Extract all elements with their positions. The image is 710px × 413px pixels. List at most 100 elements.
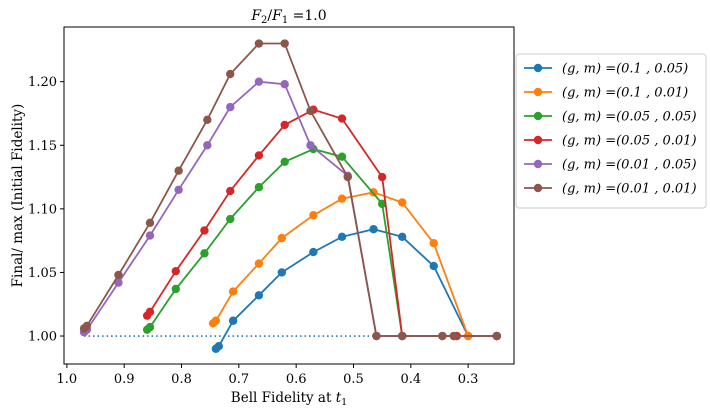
series-point — [145, 218, 155, 228]
series-point — [337, 232, 347, 242]
y-tick-label: 1.05 — [28, 266, 57, 281]
series-point — [398, 232, 407, 242]
x-tick-label: 0.8 — [171, 372, 192, 387]
axes-frame — [63, 26, 515, 365]
xlabel-main: Bell Fidelity at — [231, 390, 336, 406]
series-point — [280, 120, 289, 130]
series-point — [145, 307, 155, 317]
series-line — [83, 80, 497, 337]
series-point — [82, 321, 92, 331]
x-tick-label: 0.3 — [458, 372, 479, 387]
legend-label: (g, m) =(0.1 , 0.05) — [562, 62, 688, 77]
legend-box — [515, 53, 707, 209]
legend-swatch-marker — [533, 159, 543, 169]
series-point — [277, 268, 287, 277]
series-point — [254, 77, 264, 86]
series-point — [306, 106, 315, 116]
series-point — [171, 266, 180, 276]
series-point — [200, 226, 209, 235]
series-point — [438, 331, 447, 341]
y-tick-label: 1.10 — [28, 202, 57, 217]
title-f1: F — [271, 8, 283, 24]
y-tick-label: 1.15 — [28, 139, 57, 154]
legend-label: (g, m) =(0.01 , 0.01) — [562, 182, 697, 197]
series-point — [228, 287, 238, 296]
legend-label: (g, m) =(0.05 , 0.01) — [562, 134, 697, 149]
series-point — [171, 284, 180, 294]
series-line — [212, 191, 497, 337]
ticks: 1.0 0.9 0.8 0.7 0.6 0.5 0.4 0.3 1.00 1.05 1.10 1.15… — [28, 75, 478, 387]
legend-label: (g, m) =(0.05 , 0.05) — [562, 110, 697, 125]
series-point — [372, 331, 381, 341]
series-point — [254, 183, 264, 192]
x-tick-label: 1.0 — [57, 372, 78, 387]
series-point — [337, 152, 347, 161]
x-tick-label: 0.6 — [286, 372, 307, 387]
xlabel-t: t — [336, 390, 342, 406]
series-point — [203, 141, 212, 150]
series-point — [254, 259, 264, 268]
series-point — [492, 331, 502, 341]
title-rest: =1.0 — [288, 8, 326, 24]
series-point — [254, 39, 264, 48]
series-point — [114, 278, 123, 287]
series-point — [449, 331, 459, 341]
legend-swatch-marker — [533, 63, 543, 73]
series-point — [254, 151, 264, 160]
legend-label: (g, m) =(0.01 , 0.05) — [562, 158, 697, 173]
series-point — [228, 316, 238, 325]
series-point — [398, 331, 407, 341]
series-point — [337, 114, 347, 123]
series-point — [254, 291, 264, 300]
series-point — [280, 157, 289, 166]
series-line — [215, 228, 497, 350]
series-point — [226, 102, 235, 112]
series-point — [280, 80, 289, 89]
title-sub1: 1 — [282, 15, 288, 26]
series-point — [211, 316, 221, 325]
series-line — [83, 42, 497, 337]
x-tick-label: 0.4 — [400, 372, 421, 387]
title-sub2: 2 — [261, 15, 267, 26]
series-point — [343, 172, 352, 182]
series-point — [369, 225, 378, 234]
legend-swatch-marker — [533, 87, 543, 97]
x-tick-label: 0.7 — [228, 372, 249, 387]
series-point — [174, 185, 183, 194]
legend-swatch-marker — [533, 183, 543, 193]
series-line — [146, 108, 497, 337]
series-point — [226, 69, 235, 79]
series-point — [200, 249, 209, 258]
series-point — [309, 247, 318, 257]
x-tick-label: 0.5 — [343, 372, 364, 387]
legend-swatch-marker — [533, 111, 543, 121]
series-point — [377, 199, 387, 208]
y-tick-label: 1.00 — [28, 330, 57, 345]
y-axis-label: Final/ max (Initial Fidelity) — [10, 104, 26, 288]
series-point — [114, 270, 123, 280]
series-point — [337, 194, 347, 203]
title-f2: F — [250, 8, 262, 24]
x-tick-label: 0.9 — [114, 372, 135, 387]
series-point — [429, 261, 438, 271]
x-axis-label: Bell Fidelity at t1 — [231, 390, 347, 408]
series-point — [226, 214, 235, 224]
series-point — [145, 322, 155, 332]
series-point — [203, 115, 212, 125]
series-line — [146, 148, 497, 337]
series-point — [214, 341, 223, 351]
plot-marks — [79, 39, 502, 353]
y-tick-label: 1.20 — [28, 75, 57, 90]
series-point — [226, 186, 235, 196]
chart-title: F2/F1 =1.0 — [250, 8, 326, 26]
legend-swatch-marker — [533, 135, 543, 145]
series-point — [377, 172, 387, 182]
legend: (g, m) =(0.1 , 0.05) (g, m) =(0.1 , 0.01)… — [515, 53, 707, 209]
series-point — [280, 39, 289, 48]
series-point — [306, 141, 315, 150]
legend-label: (g, m) =(0.1 , 0.01) — [562, 86, 688, 101]
xlabel-sub: 1 — [341, 397, 347, 408]
series-point — [398, 198, 407, 207]
series-point — [174, 166, 183, 175]
